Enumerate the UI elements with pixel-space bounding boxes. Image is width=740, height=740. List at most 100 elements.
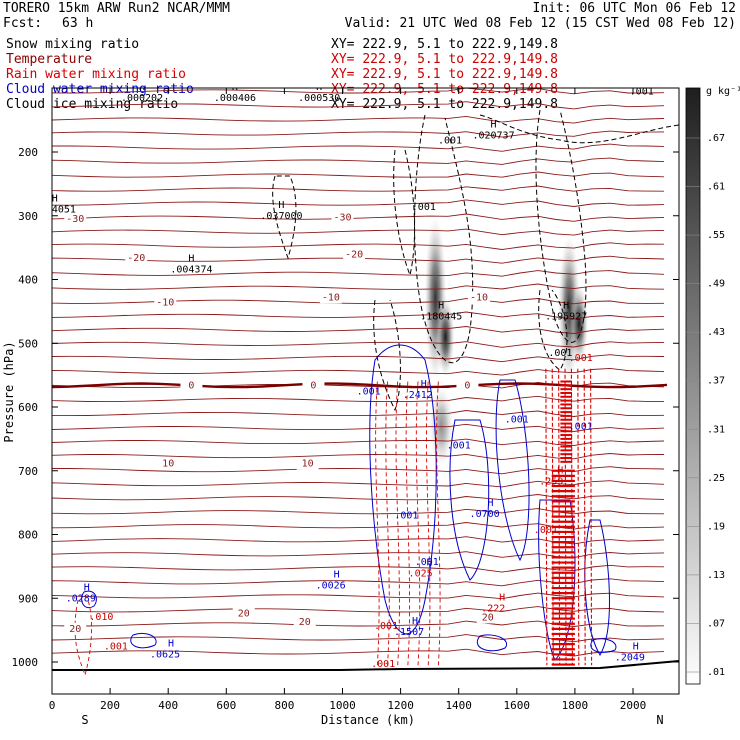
colorbar-label: .13: [707, 570, 725, 581]
y-tick-label: 600: [18, 401, 38, 414]
contour-label: .001: [534, 525, 558, 536]
maximum-marker: H: [84, 582, 90, 593]
rain-contour: [583, 368, 586, 666]
maximum-marker: H: [278, 200, 284, 211]
isotherm-label: -10: [156, 297, 174, 308]
cloud-water-contour: [81, 590, 97, 608]
field-legend: Snow mixing ratio XY= 222.9, 5.1 to 222.9…: [6, 37, 558, 112]
x-tick-label: 1000: [329, 699, 356, 712]
cloud-ice-contour: [479, 114, 679, 144]
contour-label: .001: [104, 641, 128, 652]
contour-label: .001: [438, 136, 462, 147]
isotherm-label-bg: [343, 248, 366, 261]
field-name: Temperature: [6, 52, 92, 67]
isotherm-label-bg: [476, 611, 499, 624]
isotherm-label-bg: [125, 251, 148, 264]
x-tick-label: 600: [216, 699, 236, 712]
contour-label: .001: [371, 659, 395, 670]
maximum-value: .000406: [214, 93, 256, 104]
isotherm-label: 20: [299, 617, 311, 628]
contour-label: .001: [569, 421, 593, 432]
contour-label: .001: [447, 440, 471, 451]
rain-contour: [590, 368, 593, 666]
maximum-value: .180445: [420, 311, 462, 322]
snow-plume-core: [436, 296, 455, 377]
isotherm-line: [52, 101, 665, 110]
rain-contour: [577, 368, 580, 666]
colorbar: g kg⁻¹ .67 .61 .55 .49 .43 .37 .31 .25 .19 .13 .07…: [685, 86, 740, 685]
colorbar-gradient: [685, 87, 701, 685]
cloud-ice-contour: [538, 289, 568, 371]
isotherm-label: 0: [464, 380, 470, 391]
x-tick-label: 1800: [562, 699, 589, 712]
cloud-water-contour: [369, 344, 437, 635]
maximum-value: .000530: [298, 93, 340, 104]
x-tick-label: 1600: [504, 699, 531, 712]
rain-contour: [375, 381, 380, 666]
x-tick-label: 1200: [387, 699, 414, 712]
y-tick-label: 700: [18, 465, 38, 478]
field-xy: XY= 222.9, 5.1 to 222.9,149.8: [331, 67, 558, 82]
y-tick-label: 300: [18, 210, 38, 223]
cloud-water-contour: [477, 634, 508, 652]
maximum-value: .195927: [545, 311, 587, 322]
maximum-marker: H: [490, 119, 496, 130]
field-name: Rain water mixing ratio: [6, 67, 186, 82]
isotherm-label: -20: [127, 253, 145, 264]
isotherm-label-bg: [232, 607, 255, 620]
isotherm-label-bg: [296, 457, 319, 470]
colorbar-label: .07: [707, 618, 725, 629]
contour-label: .010: [89, 612, 113, 623]
y-tick-label: 800: [18, 529, 38, 542]
contour-label: .001: [569, 353, 593, 364]
isotherm-line: [52, 130, 665, 138]
isotherm-line: [52, 171, 665, 178]
isotherm-label: -20: [345, 250, 363, 261]
cloud-ice-contour: [373, 299, 401, 412]
maximum-value: .0026: [316, 581, 346, 592]
maximum-value: .2412: [403, 390, 433, 401]
header-init: Init: 06 UTC Mon 06 Feb 12: [533, 1, 737, 16]
maximum-marker: H: [139, 82, 145, 93]
maximum-value: .259: [539, 477, 563, 488]
cloud-water-contour: [538, 499, 576, 661]
maximum-value: .020737: [472, 130, 514, 141]
rain-contour: [426, 381, 431, 666]
terrain-line: [52, 660, 679, 671]
colorbar-unit: g kg⁻¹: [706, 86, 740, 97]
isotherm-line: [52, 410, 665, 417]
maximum-value: .037000: [260, 211, 302, 222]
isotherm-line: [52, 115, 665, 124]
isotherm-label: -30: [66, 214, 84, 225]
maximum-marker: H: [499, 592, 505, 603]
maximum-marker: H: [168, 638, 174, 649]
isotherm-label-bg: [468, 291, 491, 304]
x-tick-label: 0: [49, 699, 56, 712]
isotherm-label: 10: [162, 459, 174, 470]
isotherm-label: 0: [310, 380, 316, 391]
isotherm-line: [52, 185, 665, 192]
isotherm-line: [52, 453, 665, 461]
isotherm-line: [52, 213, 665, 222]
maximum-value: .1507: [394, 627, 424, 638]
rain-contour: [570, 368, 573, 666]
maximum-marker: H: [421, 379, 427, 390]
maximum-marker: H: [232, 82, 238, 93]
header-fcst-value: 63 h: [62, 16, 93, 31]
rain-contour: [564, 368, 567, 666]
x-tick-label: 2000: [620, 699, 647, 712]
cloud-water-contour: [495, 379, 530, 562]
maximum-marker: H: [188, 253, 194, 264]
x-axis-south-label: S: [81, 713, 88, 727]
maximum-value: .0700: [470, 509, 500, 520]
isotherm-line: [52, 157, 665, 165]
x-tick-label: 800: [274, 699, 294, 712]
x-tick-label: 1400: [445, 699, 472, 712]
y-tick-label: 900: [18, 592, 38, 605]
isotherm-label-bg: [64, 622, 87, 635]
isotherm-label: 0: [188, 380, 194, 391]
x-tick-label: 200: [100, 699, 120, 712]
isotherm-label-bg: [180, 379, 203, 392]
